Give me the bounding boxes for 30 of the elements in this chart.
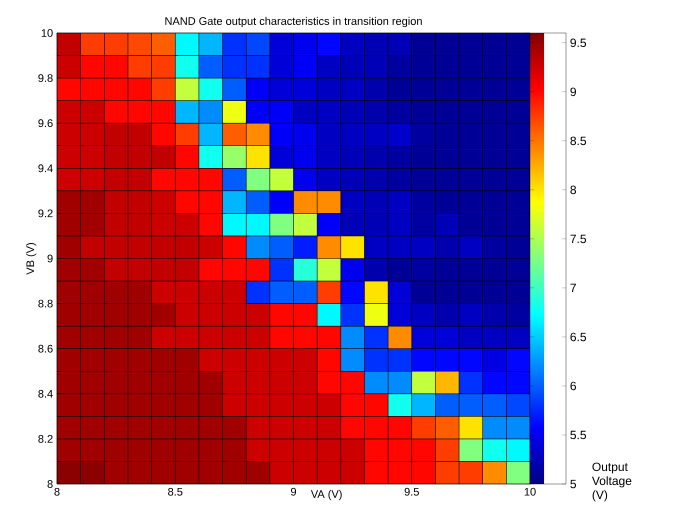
y-tick-label: 9 [48, 254, 53, 262]
y-tick-label: 9.4 [38, 164, 53, 172]
color-bar-label: 9 [570, 88, 576, 96]
chart-title: NAND Gate output characteristics in transition region [165, 16, 422, 28]
x-tick-label: 9.5 [404, 488, 419, 496]
y-tick-label: 9.8 [38, 74, 53, 82]
y-tick-label: 9.2 [38, 209, 53, 218]
y-tick-label: 8.4 [38, 390, 53, 398]
y-tick-label: 9.6 [38, 119, 53, 128]
color-bar-label: 6 [570, 382, 576, 390]
y-tick-label: 10 [42, 29, 53, 37]
color-bar-label: 6.5 [570, 332, 586, 342]
color-bar-label: 8 [570, 186, 576, 194]
color-bar-label: 8.5 [570, 136, 586, 146]
color-bar-label: 7 [570, 284, 576, 292]
y-tick-label: 8.2 [38, 435, 53, 443]
y-tick-label: 8.6 [38, 344, 53, 353]
x-tick-label: 8 [54, 488, 60, 496]
color-bar-label: 5 [570, 480, 576, 488]
x-axis-title: VA (V) [310, 490, 342, 500]
x-tick-label: 9 [290, 488, 296, 496]
color-bar-label: 9.5 [570, 38, 586, 48]
y-tick-label: 8.8 [38, 300, 53, 308]
color-bar-label: 5.5 [570, 430, 586, 440]
y-axis-title: VB (V) [26, 242, 36, 275]
y-tick-label: 8 [48, 480, 53, 488]
color-bar-label: 7.5 [570, 234, 586, 244]
x-tick-label: 10 [524, 488, 536, 496]
color-bar-title: Output Voltage (V) [592, 462, 632, 502]
x-tick-label: 8.5 [168, 488, 182, 496]
